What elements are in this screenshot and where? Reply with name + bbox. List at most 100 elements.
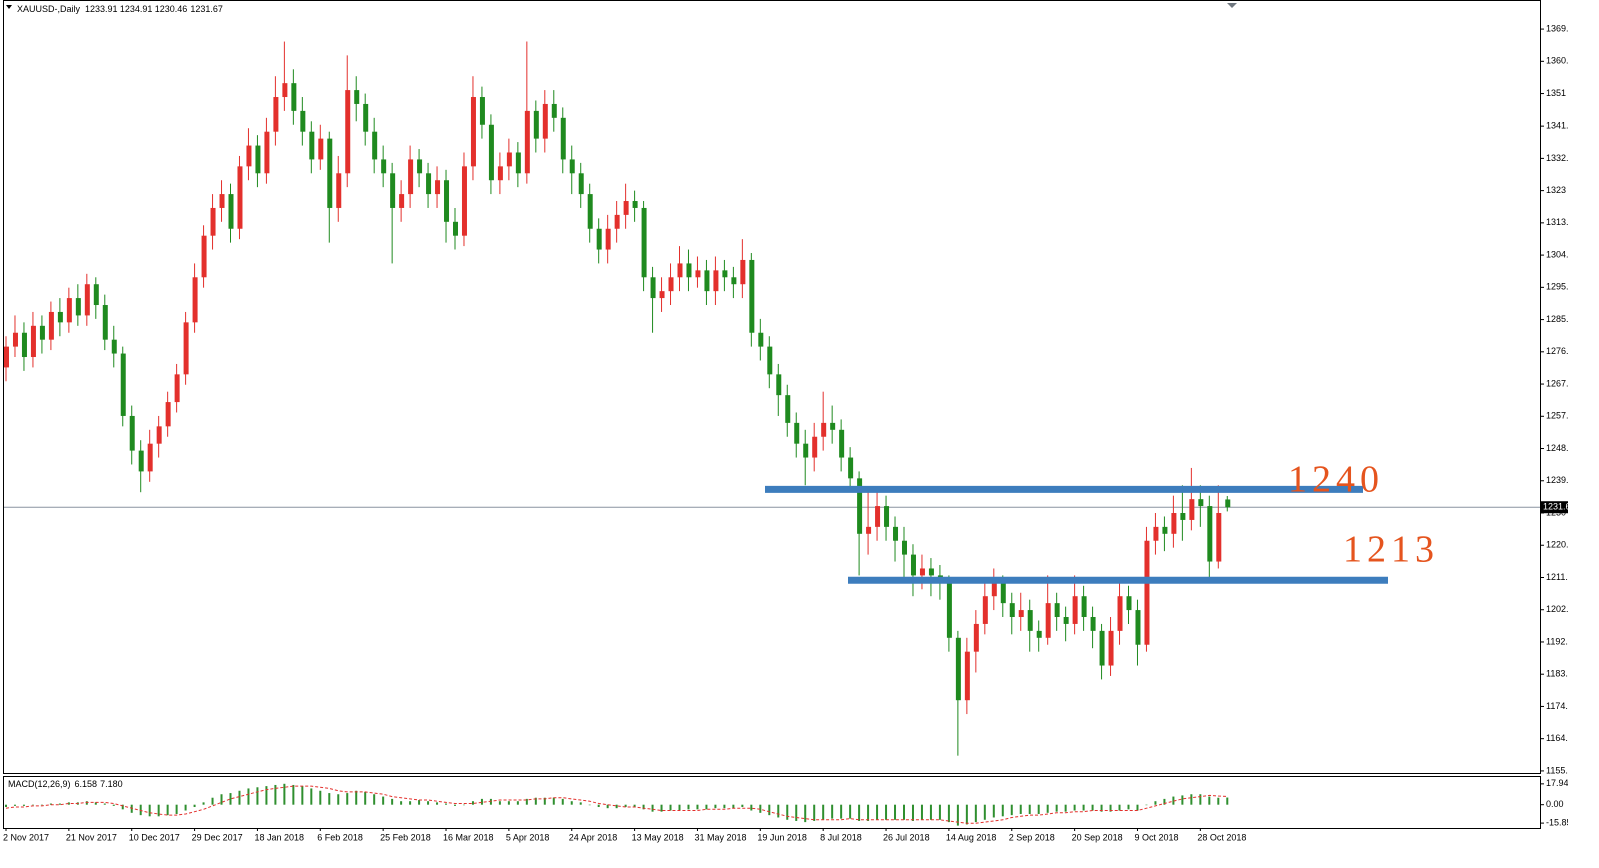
x-tick-label: 5 Apr 2018: [506, 832, 550, 842]
macd-bar: [777, 804, 780, 818]
candle-body: [1027, 610, 1033, 631]
candle-body: [785, 395, 791, 423]
menu-triangle[interactable]: [6, 5, 12, 9]
y-tick-label: 1351: [1546, 88, 1566, 98]
y-tick-label: 1276.5: [1546, 346, 1574, 356]
macd-bar: [534, 797, 537, 805]
macd-bar: [813, 804, 816, 821]
y-tick-label: 1285.8: [1546, 314, 1574, 324]
candle-body: [668, 277, 674, 292]
candle-body: [875, 506, 881, 527]
macd-bar: [687, 804, 690, 810]
macd-bar: [382, 796, 385, 805]
macd-bar: [929, 804, 932, 820]
candle-body: [731, 277, 737, 285]
candle-body: [991, 582, 997, 597]
candle-body: [399, 194, 405, 208]
y-tick-label: 1202.1: [1546, 604, 1574, 614]
candle-body: [381, 159, 387, 174]
candle-body: [1216, 513, 1222, 562]
candle-body: [1099, 630, 1105, 666]
macd-bar: [795, 804, 798, 821]
macd-bar: [956, 804, 959, 826]
macd-bar: [525, 798, 528, 805]
macd-bar: [256, 787, 259, 805]
macd-bar: [480, 798, 483, 805]
candle-body: [1225, 499, 1231, 508]
macd-bar: [831, 804, 834, 819]
open-value: 1233.91: [85, 4, 118, 14]
x-tick-label: 16 Mar 2018: [443, 832, 494, 842]
price-box-label: 1231.67: [1543, 502, 1576, 512]
x-tick-label: 10 Dec 2017: [129, 832, 180, 842]
candle-body: [1144, 540, 1150, 645]
macd-y-tick-label: 0.00: [1546, 799, 1564, 809]
candle-body: [794, 422, 800, 444]
x-tick-label: 20 Sep 2018: [1072, 832, 1123, 842]
x-tick-label: 9 Oct 2018: [1134, 832, 1178, 842]
candle-body: [713, 270, 719, 292]
candle-body: [830, 422, 836, 430]
macd-signal-line: [5, 785, 1228, 824]
candle-body: [363, 103, 369, 132]
macd-bar: [822, 804, 825, 820]
x-tick-label: 24 Apr 2018: [569, 832, 618, 842]
candle-body: [291, 83, 297, 111]
candle-body: [596, 228, 602, 250]
macd-bar: [391, 798, 394, 805]
macd-bar: [121, 804, 124, 810]
candle-body: [120, 353, 126, 416]
candle-body: [497, 166, 503, 181]
y-tick-label: 1192.8: [1546, 636, 1573, 646]
macd-bar: [1046, 804, 1049, 813]
candle-body: [1180, 513, 1186, 520]
candle-body: [848, 457, 854, 479]
candle-body: [1171, 513, 1177, 534]
candle-body: [48, 311, 54, 340]
candle-body: [776, 374, 782, 396]
candle-body: [129, 415, 135, 451]
candle-body: [1036, 630, 1042, 638]
shift-marker: [1227, 3, 1237, 8]
x-tick-label: 6 Feb 2018: [317, 832, 363, 842]
candle-body: [1153, 526, 1159, 541]
macd-bar: [894, 804, 897, 820]
macd-bar: [992, 804, 995, 818]
y-tick-label: 1369.6: [1546, 23, 1574, 33]
macd-bar: [373, 794, 376, 805]
macd-bar: [1181, 795, 1184, 805]
candle-body: [228, 194, 234, 229]
chart-header: XAUUSD-,Daily 1233.91 1234.91 1230.46 1231.6…: [17, 4, 223, 14]
macd-y-tick-label: -15.85: [1546, 817, 1572, 827]
macd-bar: [220, 794, 223, 805]
macd-bar: [247, 788, 250, 805]
price-panel-frame: [3, 0, 1541, 774]
macd-bar: [606, 804, 609, 809]
y-tick-label: 1211.4: [1546, 572, 1573, 582]
macd-bar: [938, 804, 941, 820]
macd-bar: [462, 804, 465, 806]
candle-body: [893, 526, 899, 541]
x-tick-label: 28 Oct 2018: [1197, 832, 1246, 842]
x-tick-label: 8 Jul 2018: [820, 832, 862, 842]
candle-body: [1162, 526, 1168, 534]
macd-bar: [400, 801, 403, 805]
macd-bar: [409, 801, 412, 805]
candle-body: [740, 259, 746, 285]
macd-bar: [983, 804, 986, 820]
candle-body: [650, 277, 656, 299]
candle-body: [408, 159, 414, 195]
candle-body: [147, 443, 153, 472]
candle-body: [470, 97, 476, 167]
candle-body: [237, 166, 243, 229]
candle-body: [84, 284, 90, 316]
macd-bar: [337, 794, 340, 805]
candle-body: [1189, 499, 1195, 520]
candle-body: [695, 270, 701, 278]
macd-bar: [974, 804, 977, 823]
macd-bar: [804, 804, 807, 823]
candle-body: [928, 568, 934, 576]
y-tick-label: 1341.6: [1546, 121, 1574, 131]
y-tick-label: 1304.4: [1546, 249, 1574, 259]
macd-bar: [768, 804, 771, 816]
